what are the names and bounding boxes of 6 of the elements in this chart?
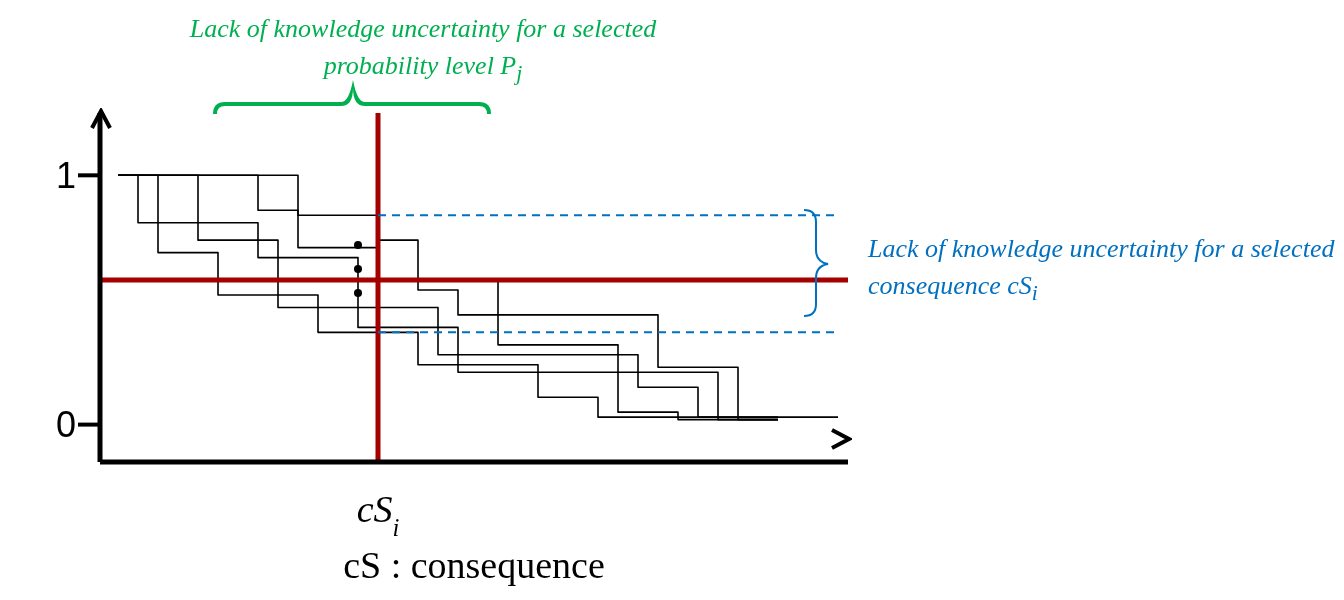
text: Lack of knowledge uncertainty for a selected probability level P$_{j}$ [188,13,658,88]
y-tick-label: 0 [55,404,76,446]
x-axis-title: cS : consequence [343,544,605,586]
x-tick-label: cS$_{i}$ [356,488,400,541]
y-tick-label: 1 [55,155,76,197]
text: Lack of knowledge uncertainty for a selected consequence cS$_{i}$ [868,233,1336,308]
